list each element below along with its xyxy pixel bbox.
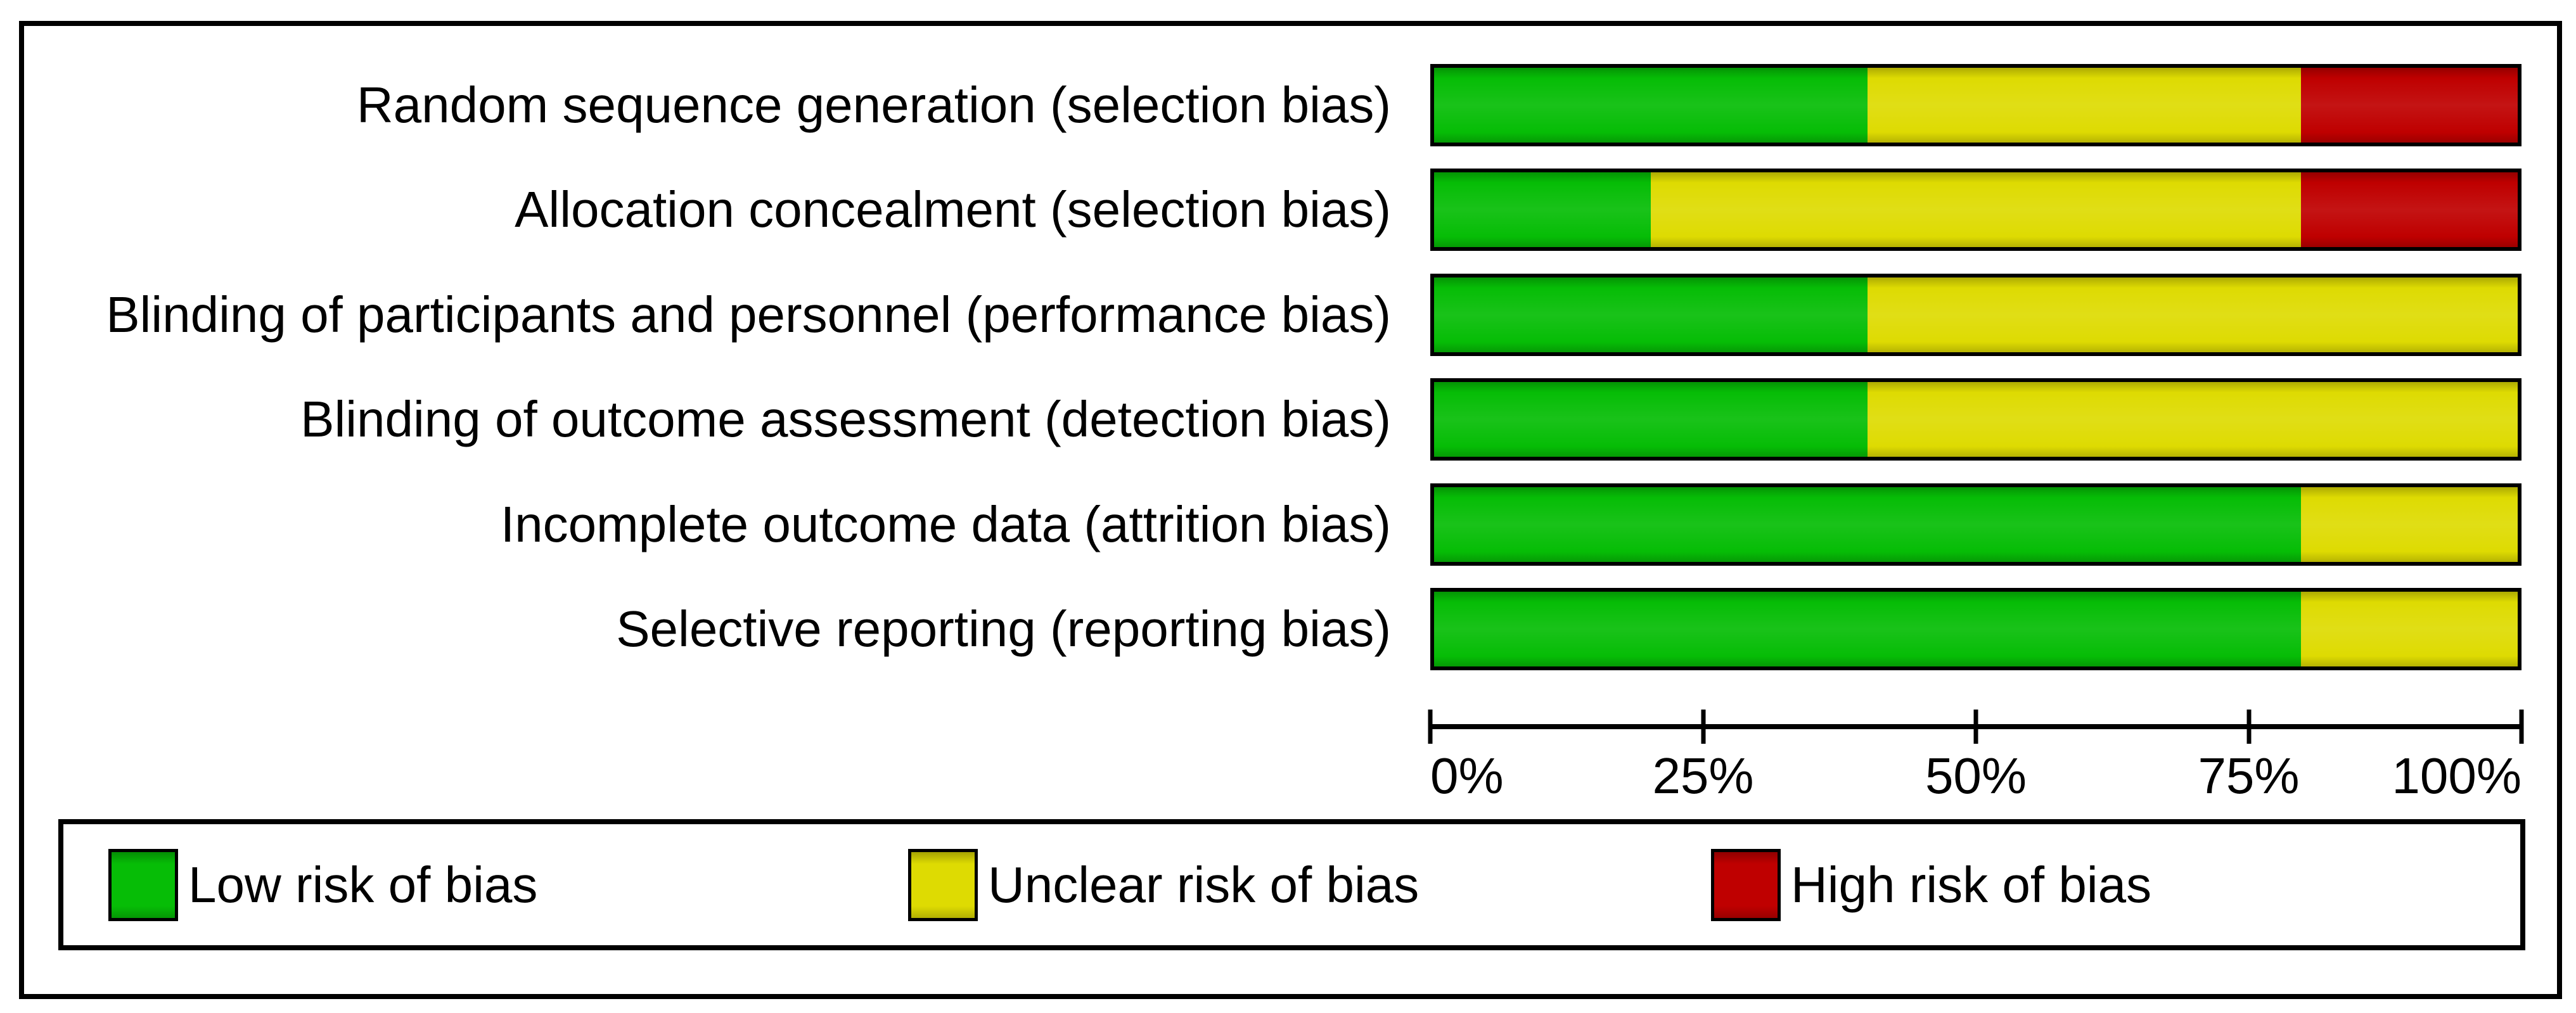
- stacked-bar: [1430, 378, 2522, 461]
- legend-item: Low risk of bias: [108, 848, 538, 921]
- axis-tick-label: 100%: [2392, 748, 2522, 804]
- bar-segment-low-risk: [1434, 487, 2301, 562]
- chart-row: Random sequence generation (selection bi…: [0, 53, 2576, 158]
- axis-tick: [1701, 710, 1705, 744]
- category-label: Random sequence generation (selection bi…: [356, 76, 1391, 133]
- category-label-cell: Incomplete outcome data (attrition bias): [0, 472, 1430, 577]
- axis-tick-label: 75%: [2198, 748, 2300, 804]
- chart-row: Selective reporting (reporting bias): [0, 577, 2576, 682]
- axis-tick-label: 0%: [1430, 748, 1504, 804]
- bar-segment-high-risk: [2301, 172, 2518, 248]
- category-label-cell: Blinding of participants and personnel (…: [0, 262, 1430, 367]
- legend-item: Unclear risk of bias: [908, 848, 1419, 921]
- chart-row: Blinding of outcome assessment (detectio…: [0, 367, 2576, 473]
- category-label: Blinding of participants and personnel (…: [106, 286, 1391, 343]
- bar-segment-unclear-risk: [1868, 67, 2301, 143]
- legend-swatch-low-risk: [108, 848, 178, 921]
- axis-tick: [2246, 710, 2251, 744]
- category-label: Blinding of outcome assessment (detectio…: [300, 391, 1391, 448]
- stacked-bar: [1430, 273, 2522, 356]
- bar-segment-unclear-risk: [1868, 382, 2518, 457]
- bar-segment-low-risk: [1434, 172, 1651, 248]
- category-label-cell: Allocation concealment (selection bias): [0, 158, 1430, 263]
- chart-row: Blinding of participants and personnel (…: [0, 262, 2576, 367]
- legend-label: Unclear risk of bias: [988, 856, 1419, 913]
- stacked-bar: [1430, 63, 2522, 146]
- chart-row: Incomplete outcome data (attrition bias): [0, 472, 2576, 577]
- axis-labels: 0% 25% 50% 75% 100%: [1430, 749, 2522, 806]
- axis-tick: [1973, 710, 1978, 744]
- figure-border: [19, 21, 2562, 999]
- stacked-bar: [1430, 588, 2522, 671]
- bar-segment-unclear-risk: [2301, 487, 2518, 562]
- category-label: Selective reporting (reporting bias): [616, 601, 1391, 658]
- bar-segment-unclear-risk: [1868, 277, 2518, 352]
- stacked-bar: [1430, 483, 2522, 566]
- bar-segment-low-risk: [1434, 277, 1868, 352]
- legend-box: Low risk of bias Unclear risk of bias High…: [58, 819, 2525, 950]
- bar-segment-low-risk: [1434, 67, 1868, 143]
- category-label: Incomplete outcome data (attrition bias): [500, 495, 1391, 552]
- bar-rows: Random sequence generation (selection bi…: [0, 53, 2576, 682]
- category-label-cell: Blinding of outcome assessment (detectio…: [0, 367, 1430, 473]
- stacked-bar: [1430, 169, 2522, 252]
- bar-segment-high-risk: [2301, 67, 2518, 143]
- bar-segment-unclear-risk: [2301, 592, 2518, 667]
- bar-segment-low-risk: [1434, 592, 2301, 667]
- axis-tick-label: 25%: [1652, 748, 1754, 804]
- legend-label: Low risk of bias: [188, 856, 538, 913]
- legend-label: High risk of bias: [1791, 856, 2152, 913]
- category-label: Allocation concealment (selection bias): [515, 181, 1391, 238]
- legend-item: High risk of bias: [1711, 848, 2152, 921]
- bar-segment-low-risk: [1434, 382, 1868, 457]
- axis-tick: [2519, 710, 2524, 744]
- legend-swatch-high-risk: [1711, 848, 1781, 921]
- bar-segment-unclear-risk: [1651, 172, 2301, 248]
- axis-tick: [1428, 710, 1433, 744]
- category-label-cell: Selective reporting (reporting bias): [0, 577, 1430, 682]
- legend-swatch-unclear-risk: [908, 848, 978, 921]
- axis-tick-label: 50%: [1925, 748, 2027, 804]
- chart-row: Allocation concealment (selection bias): [0, 158, 2576, 263]
- category-label-cell: Random sequence generation (selection bi…: [0, 53, 1430, 158]
- x-axis: [1428, 710, 2524, 744]
